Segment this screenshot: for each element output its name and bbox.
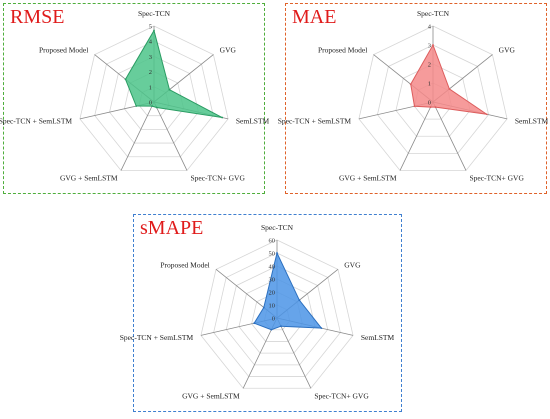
mae-axis-label-spec-tcn-semlstm: Spec-TCN + SemLSTM bbox=[278, 117, 352, 126]
rmse-axis-label-spec-tcn-gvg: Spec-TCN+ GVG bbox=[190, 174, 245, 183]
rmse-axis-label-gvg-semlstm: GVG + SemLSTM bbox=[60, 174, 118, 183]
rmse-tick-label-0: 0 bbox=[149, 100, 152, 107]
rmse-data-point-2 bbox=[221, 116, 224, 119]
mae-axis-label-gvg-semlstm: GVG + SemLSTM bbox=[339, 174, 397, 183]
smape-tick-label-0: 0 bbox=[272, 316, 275, 323]
mae-tick-label-0: 0 bbox=[428, 100, 431, 107]
rmse-axis-label-spec-tcn-semlstm: Spec-TCN + SemLSTM bbox=[0, 117, 72, 126]
smape-tick-label-3: 30 bbox=[269, 277, 276, 284]
smape-tick-label-6: 60 bbox=[269, 238, 276, 245]
smape-grid-ring-4 bbox=[225, 265, 329, 366]
smape-title: sMAPE bbox=[140, 217, 204, 239]
smape-data-point-5 bbox=[253, 322, 256, 325]
mae-data-point-1 bbox=[448, 88, 451, 90]
rmse-axis-label-spec-tcn: Spec-TCN bbox=[138, 9, 171, 18]
mae-data-point-3 bbox=[434, 106, 437, 109]
mae-grid-ring-3 bbox=[376, 44, 490, 154]
rmse-grid-ring-5 bbox=[79, 25, 229, 171]
rmse-data-point-3 bbox=[155, 106, 158, 109]
mae-tick-label-1: 1 bbox=[428, 81, 431, 88]
smape-grid-ring-3 bbox=[238, 278, 316, 354]
mae-data-point-6 bbox=[409, 83, 412, 86]
smape-grid-ring-6 bbox=[200, 239, 354, 389]
mae-panel: MAE 0 1 2 3 4 Spec-TCN GVG SemLSTM Spec-TCN+ GVG… bbox=[278, 3, 549, 194]
rmse-tick-label-1: 1 bbox=[149, 84, 152, 91]
rmse-axis-label-semlstm: SemLSTM bbox=[236, 117, 270, 126]
rmse-data-area bbox=[124, 29, 223, 119]
smape-radar-chart: 0 10 20 30 40 50 60 Spec-TCN GVG SemLSTM Spec-TCN+… bbox=[120, 223, 395, 400]
smape-data-point-4 bbox=[270, 328, 273, 331]
smape-data-point-2 bbox=[320, 327, 323, 330]
rmse-data-point-6 bbox=[124, 78, 127, 81]
mae-axis-line-3 bbox=[432, 101, 467, 171]
mae-axis-line-4 bbox=[399, 101, 434, 171]
rmse-tick-label-5: 5 bbox=[149, 24, 152, 31]
mae-axis-label-gvg: GVG bbox=[499, 46, 516, 55]
rmse-panel: RMSE 0 1 2 3 4 5 Spec-TCN GVG SemLSTM Spec-TCN+ G… bbox=[0, 3, 270, 194]
mae-axis-label-proposed-model: Proposed Model bbox=[318, 46, 367, 55]
rmse-radar-chart: 0 1 2 3 4 5 Spec-TCN GVG SemLSTM Spec-TCN+ GVG GVG… bbox=[0, 9, 270, 183]
mae-axis-label-semlstm: SemLSTM bbox=[515, 117, 549, 126]
mae-grid-ring-4 bbox=[358, 25, 508, 171]
mae-title: MAE bbox=[292, 6, 337, 28]
mae-tick-label-4: 4 bbox=[428, 24, 432, 31]
rmse-data-point-5 bbox=[135, 105, 138, 107]
rmse-axis-line-3 bbox=[153, 101, 188, 171]
smape-tick-label-2: 20 bbox=[269, 290, 276, 297]
mae-axis-label-spec-tcn-gvg: Spec-TCN+ GVG bbox=[469, 174, 524, 183]
smape-data-point-3 bbox=[280, 325, 282, 328]
mae-data-point-2 bbox=[485, 113, 488, 116]
smape-data-area bbox=[253, 251, 323, 331]
smape-tick-label-4: 40 bbox=[269, 264, 276, 271]
smape-tick-label-5: 50 bbox=[269, 251, 276, 258]
mae-tick-label-2: 2 bbox=[428, 62, 431, 69]
rmse-grid-ring-4 bbox=[94, 40, 214, 158]
rmse-axis-line-4 bbox=[120, 101, 155, 171]
mae-data-point-0 bbox=[432, 44, 434, 46]
rmse-title: RMSE bbox=[10, 6, 65, 28]
smape-data-point-0 bbox=[276, 252, 278, 254]
rmse-tick-label-2: 2 bbox=[149, 69, 152, 76]
smape-axis-label-spec-tcn-gvg: Spec-TCN+ GVG bbox=[314, 391, 369, 400]
smape-axis-label-spec-tcn: Spec-TCN bbox=[261, 223, 294, 232]
mae-axis-label-spec-tcn: Spec-TCN bbox=[417, 9, 450, 18]
rmse-data-point-1 bbox=[168, 88, 171, 91]
smape-data-point-1 bbox=[298, 299, 301, 302]
rmse-axis-label-proposed-model: Proposed Model bbox=[39, 46, 88, 55]
rmse-tick-label-3: 3 bbox=[149, 54, 152, 61]
smape-tick-label-1: 10 bbox=[269, 303, 276, 310]
mae-data-area bbox=[410, 43, 487, 115]
rmse-data-point-4 bbox=[151, 105, 153, 108]
smape-grid-ring-5 bbox=[213, 252, 341, 377]
rmse-data-point-0 bbox=[153, 29, 155, 32]
rmse-grid-ring-3 bbox=[109, 55, 199, 144]
mae-grid-ring-2 bbox=[395, 63, 471, 137]
mae-data-point-5 bbox=[413, 105, 416, 108]
rmse-tick-label-4: 4 bbox=[149, 39, 153, 46]
smape-axis-label-gvg-semlstm: GVG + SemLSTM bbox=[182, 391, 240, 400]
smape-axis-label-spec-tcn-semlstm: Spec-TCN + SemLSTM bbox=[120, 333, 194, 342]
smape-axis-label-semlstm: SemLSTM bbox=[361, 333, 395, 342]
smape-panel: sMAPE 0 10 20 30 40 50 60 Spec-TCN GVG SemLSTM Spe… bbox=[120, 214, 402, 412]
smape-axis-line-3 bbox=[276, 317, 312, 389]
mae-radar-chart: 0 1 2 3 4 Spec-TCN GVG SemLSTM Spec-TCN+ GVG GVG … bbox=[278, 9, 549, 183]
smape-axis-label-proposed-model: Proposed Model bbox=[160, 260, 209, 269]
rmse-axis-label-gvg: GVG bbox=[220, 46, 237, 55]
mae-data-point-4 bbox=[429, 106, 432, 109]
smape-data-point-6 bbox=[262, 306, 265, 309]
smape-axis-label-gvg: GVG bbox=[344, 260, 361, 269]
mae-tick-label-3: 3 bbox=[428, 43, 431, 50]
